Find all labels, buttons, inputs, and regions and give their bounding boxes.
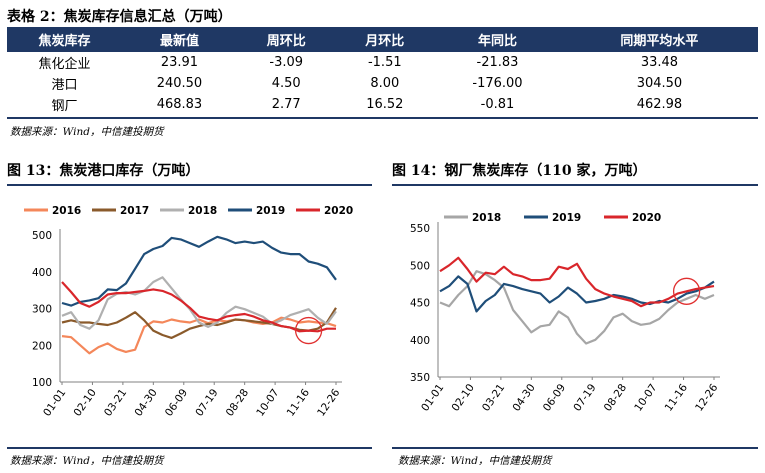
legend-label-2020: 2020: [632, 212, 661, 224]
chart-14-source: 数据来源：Wind，中信建投期货: [398, 455, 552, 467]
table-cell: -21.83: [476, 55, 519, 70]
series-line-2020: [439, 256, 715, 308]
x-tick-label: 02-10: [450, 382, 477, 414]
chart-14-steelmill-coke-inventory: 2018 2019 2020 350 400 450 500 550 01-01 02-10 03-…: [410, 212, 721, 414]
y-tick-label: 500: [410, 260, 430, 272]
table-cell: 23.91: [160, 55, 199, 70]
table-row: 钢厂 468.83 2.77 16.52 -0.81 462.98: [7, 94, 758, 115]
table-header: 最新值: [122, 27, 237, 52]
table-cell: 焦化企业: [38, 57, 91, 72]
table-header: 年同比: [434, 27, 561, 52]
table-header: 焦炭库存: [7, 27, 122, 52]
x-tick-label: 10-07: [632, 382, 659, 414]
chart-13-bottom-rule: [7, 447, 372, 449]
x-tick-label: 08-28: [224, 387, 251, 419]
chart-13-source: 数据来源：Wind，中信建投期货: [10, 455, 164, 467]
table-cell: 16.52: [366, 97, 404, 112]
y-tick-label: 100: [32, 377, 52, 389]
series-line-2020: [61, 281, 336, 333]
legend-label-2019: 2019: [256, 205, 285, 217]
table-cell: -1.51: [367, 55, 402, 70]
chart-14-title-rule: [392, 184, 758, 186]
x-tick-label: 10-07: [254, 387, 281, 419]
table-cell: -0.81: [480, 97, 515, 112]
table-cell: 2.77: [271, 97, 301, 112]
chart-13-port-coke-inventory: 2016 2017 2018 2019 2020 100 200 300 400 500 01-01…: [24, 205, 353, 419]
legend-label-2019: 2019: [552, 212, 581, 224]
table-cell: 8.00: [370, 76, 400, 91]
table-cell: 304.50: [636, 76, 683, 91]
y-tick-label: 400: [32, 267, 52, 279]
table-cell: -3.09: [269, 55, 304, 70]
y-tick-label: 300: [32, 304, 52, 316]
table-header: 周环比: [236, 27, 336, 52]
x-tick-label: 04-30: [132, 387, 159, 419]
series-line-2018: [61, 276, 337, 330]
highlight-circle: [672, 277, 701, 305]
chart-14-bottom-rule: [392, 447, 758, 449]
legend-label-2017: 2017: [120, 205, 149, 217]
table-header: 月环比: [335, 27, 435, 52]
series-line-2016: [61, 316, 337, 355]
y-tick-label: 450: [410, 298, 430, 310]
x-tick-label: 03-21: [102, 387, 129, 419]
x-tick-label: 04-30: [510, 382, 537, 414]
x-tick-label: 03-21: [480, 382, 507, 414]
chart-13-title: 图 13：焦炭港口库存（万吨）: [7, 163, 200, 179]
chart-14-title: 图 14：钢厂焦炭库存（110 家，万吨）: [392, 163, 647, 179]
y-tick-label: 200: [32, 340, 52, 352]
table-row: 港口 240.50 4.50 8.00 -176.00 304.50: [7, 73, 758, 94]
table-cell: -176.00: [472, 76, 523, 91]
x-tick-label: 11-16: [285, 387, 313, 419]
legend-label-2020: 2020: [324, 205, 353, 217]
table-cell: 4.50: [271, 76, 301, 91]
coke-inventory-table: 焦炭库存 最新值 周环比 月环比 年同比 同期平均水平 焦化企业 23.91 -…: [7, 27, 758, 115]
table-row: 焦化企业 23.91 -3.09 -1.51 -21.83 33.48: [7, 52, 758, 73]
table-cell: 钢厂: [51, 99, 78, 114]
y-tick-label: 350: [410, 372, 430, 384]
legend-label-2016: 2016: [52, 205, 81, 217]
x-tick-label: 06-09: [163, 387, 190, 419]
x-tick-label: 02-10: [72, 387, 99, 419]
x-tick-label: 11-16: [663, 382, 691, 414]
series-line-2019: [439, 275, 715, 313]
x-tick-label: 01-01: [419, 382, 446, 414]
highlight-circle: [294, 316, 323, 345]
table-source: 数据来源：Wind，中信建投期货: [10, 126, 164, 138]
y-tick-label: 400: [410, 335, 430, 347]
table-bottom-rule: [7, 117, 758, 119]
y-tick-label: 500: [32, 230, 52, 242]
table-cell: 33.48: [640, 55, 679, 70]
table-title: 表格 2：焦炭库存信息汇总（万吨）: [7, 9, 232, 25]
x-tick-label: 06-09: [541, 382, 568, 414]
x-tick-label: 01-01: [41, 387, 68, 419]
series-line-2019: [61, 235, 337, 307]
x-tick-label: 07-19: [193, 387, 220, 419]
table-header: 同期平均水平: [560, 27, 758, 52]
legend-label-2018: 2018: [188, 205, 217, 217]
chart-13-title-rule: [7, 184, 372, 186]
table-header-row: 焦炭库存 最新值 周环比 月环比 年同比 同期平均水平: [7, 27, 758, 52]
y-tick-label: 550: [410, 223, 430, 235]
table-cell: 港口: [51, 78, 78, 93]
table-cell: 462.98: [636, 97, 683, 112]
x-tick-label: 07-19: [571, 382, 598, 414]
x-tick-label: 08-28: [602, 382, 629, 414]
x-tick-label: 12-26: [315, 387, 343, 419]
table-cell: 468.83: [156, 97, 203, 112]
table-cell: 240.50: [156, 76, 203, 91]
x-tick-label: 12-26: [693, 382, 721, 414]
legend-label-2018: 2018: [472, 212, 501, 224]
